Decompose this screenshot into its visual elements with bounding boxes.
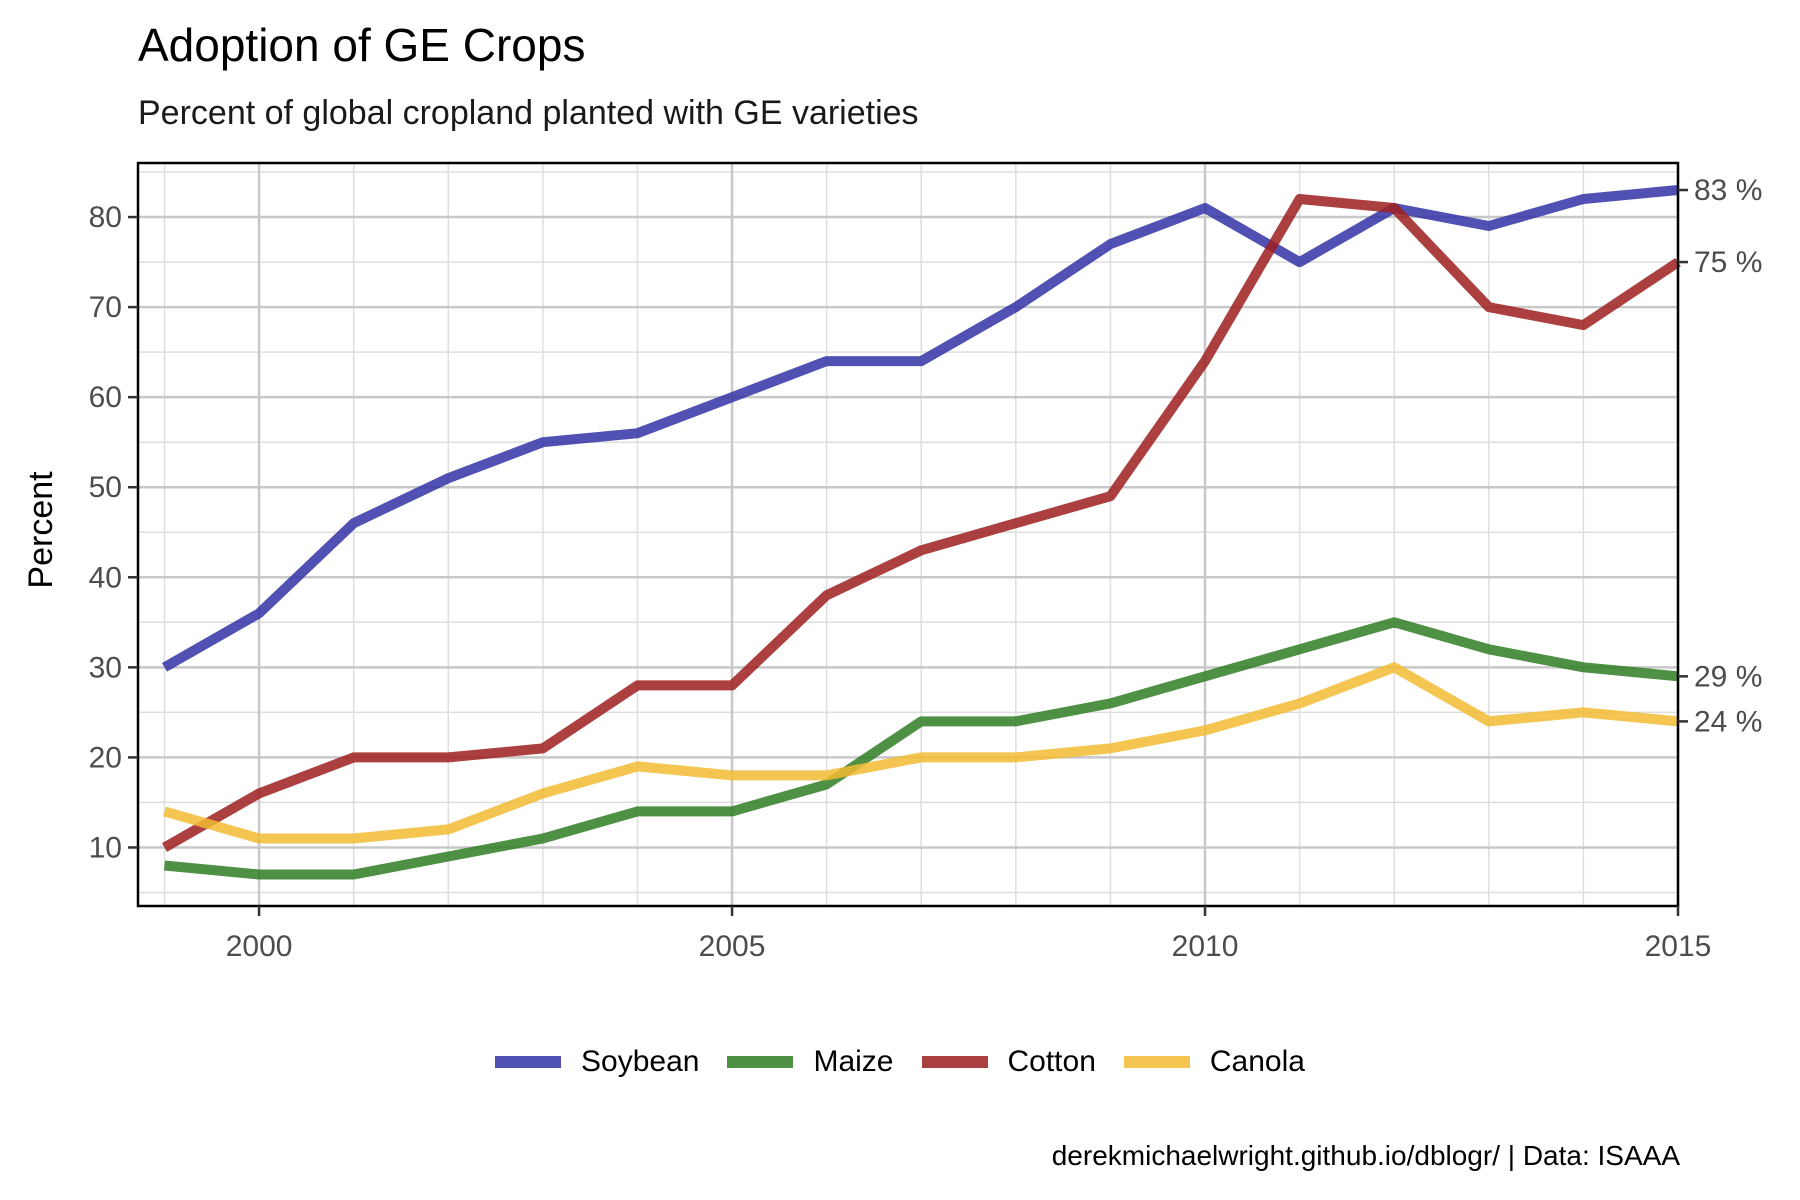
chart-title: Adoption of GE Crops [138,19,586,71]
end-value-label: 75 % [1694,246,1762,279]
legend-item-canola: Canola [1123,1045,1305,1079]
legend-label: Cotton [1007,1045,1096,1078]
y-tick-label: 40 [89,561,122,594]
series-line-soybean [162,185,1679,672]
y-tick-label: 70 [89,291,122,324]
legend-key [921,1056,988,1068]
legend-key [1123,1056,1190,1068]
end-value-label: 24 % [1694,705,1762,738]
end-value-label: 83 % [1694,174,1762,207]
series-line-canola [163,662,1679,844]
legend-label: Maize [813,1045,894,1078]
secondary-y-axis: 83 % 75 % 29 % 24 % [1678,174,1762,738]
legend-item-maize: Maize [727,1045,894,1079]
legend: Soybean Maize Cotton Canola [0,1045,1800,1079]
legend-label: Canola [1209,1045,1305,1078]
x-axis: 2000 2005 2010 2015 [226,906,1712,963]
y-axis: 10 20 30 40 50 60 70 80 [89,201,138,864]
caption: derekmichaelwright.github.io/dblogr/ | D… [1051,1140,1680,1171]
x-tick-label: 2000 [226,930,293,963]
major-gridlines [138,163,1680,906]
y-tick-label: 20 [89,741,122,774]
series-line-cotton [162,194,1681,852]
legend-label: Soybean [581,1045,700,1078]
legend-key [727,1056,794,1068]
x-tick-label: 2005 [699,930,766,963]
series-line-maize [164,617,1679,880]
y-tick-label: 80 [89,201,122,234]
legend-item-soybean: Soybean [495,1045,699,1079]
end-value-label: 29 % [1694,660,1762,693]
legend-item-cotton: Cotton [921,1045,1096,1079]
y-tick-label: 30 [89,651,122,684]
y-tick-label: 60 [89,381,122,414]
series-lines [162,185,1681,880]
legend-key [495,1056,562,1068]
x-tick-label: 2010 [1172,930,1239,963]
y-tick-label: 10 [89,831,122,864]
y-tick-label: 50 [89,471,122,504]
minor-gridlines [138,163,1678,906]
x-tick-label: 2015 [1645,930,1712,963]
plot-panel-border [136,161,1680,908]
chart-subtitle: Percent of global cropland planted with … [138,94,919,132]
